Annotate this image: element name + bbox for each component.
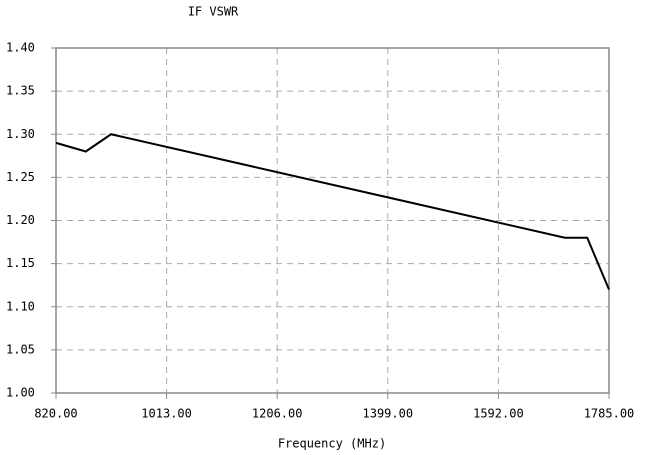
x-tick-label: 1206.00 (252, 407, 303, 421)
y-tick-label: 1.05 (6, 342, 35, 356)
plot-border (55, 47, 610, 394)
data-line (55, 133, 610, 290)
x-axis-label: Frequency (MHz) (278, 437, 386, 451)
y-tick-label: 1.25 (6, 170, 35, 184)
x-tick-label: 1399.00 (363, 407, 414, 421)
y-tick-label: 1.40 (6, 41, 35, 55)
y-tick-label: 1.15 (6, 256, 35, 270)
x-tick-label: 820.00 (34, 407, 77, 421)
x-tick-label: 1592.00 (473, 407, 524, 421)
chart-title: IF VSWR (188, 5, 239, 19)
y-tick-label: 1.20 (6, 213, 35, 227)
y-tick-label: 1.30 (6, 127, 35, 141)
x-tick-label: 1013.00 (141, 407, 192, 421)
y-tick-label: 1.35 (6, 84, 35, 98)
y-tick-label: 1.10 (6, 299, 35, 313)
y-tick-label: 1.00 (6, 386, 35, 400)
x-tick-label: 1785.00 (584, 407, 635, 421)
